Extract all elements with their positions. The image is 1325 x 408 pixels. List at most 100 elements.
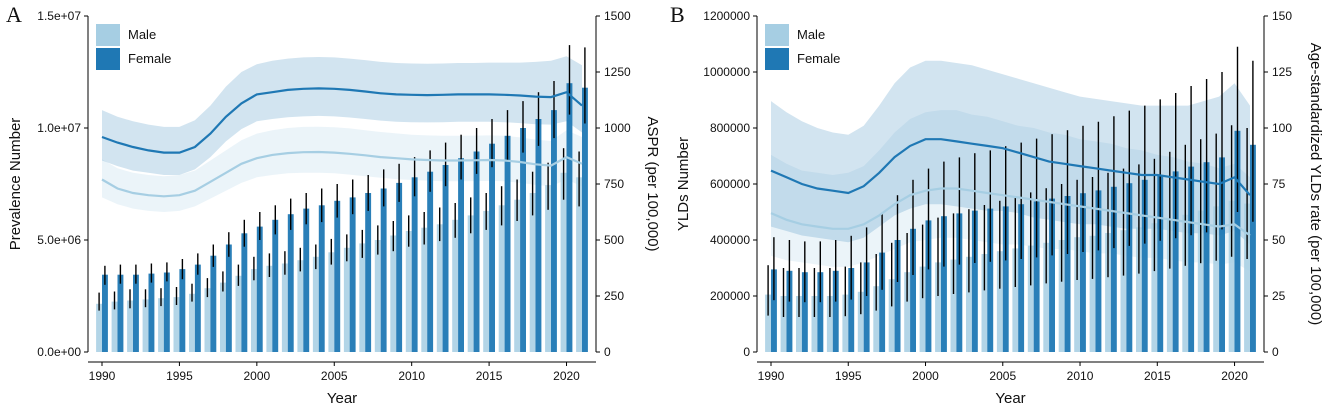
rate-band-male — [102, 126, 582, 212]
x-tick-label: 1995 — [166, 369, 193, 383]
bar-female-2001 — [272, 219, 279, 352]
bar-male-2007 — [359, 243, 366, 352]
bar-male-2005 — [328, 252, 335, 352]
bar-male-2007 — [1027, 245, 1034, 352]
bar-female-2004 — [987, 208, 994, 352]
y-tick-label-left: 5.0e+06 — [37, 233, 81, 247]
bar-male-2004 — [981, 254, 988, 352]
bar-female-2019 — [551, 110, 557, 352]
legend-label-female: Female — [128, 51, 171, 66]
bar-female-2005 — [1002, 206, 1009, 352]
bar-male-2014 — [467, 215, 474, 352]
bar-female-2015 — [489, 143, 495, 352]
bar-male-1993 — [811, 296, 818, 352]
bar-female-1992 — [801, 272, 808, 352]
legend-swatch-female — [765, 48, 789, 70]
bar-male-2006 — [343, 247, 350, 352]
bar-female-2007 — [1033, 201, 1040, 352]
bar-male-1996 — [189, 293, 195, 352]
bar-male-2006 — [1012, 248, 1019, 352]
x-tick-label: 2015 — [476, 369, 503, 383]
bar-female-2017 — [1188, 166, 1195, 352]
y-tick-label-right: 75 — [1272, 177, 1286, 191]
bar-male-1998 — [888, 279, 895, 352]
bar-male-2005 — [996, 251, 1003, 352]
bar-female-1998 — [894, 240, 901, 352]
legend-swatch-male — [765, 24, 789, 46]
bar-female-2012 — [1110, 186, 1117, 352]
bar-female-2021 — [582, 87, 588, 352]
bar-male-1994 — [158, 298, 164, 352]
bar-female-2003 — [303, 208, 310, 352]
bar-male-2001 — [935, 262, 941, 352]
rate-line-female — [770, 138, 1251, 196]
y-axis-title-left: Prevalence Number — [7, 118, 24, 251]
bar-female-2021 — [1250, 144, 1256, 352]
x-tick-label: 2005 — [989, 369, 1016, 383]
bar-male-1996 — [857, 291, 864, 352]
bar-female-2002 — [956, 213, 963, 352]
bar-female-1993 — [817, 272, 824, 352]
bar-female-2016 — [504, 135, 511, 352]
legend-label-male: Male — [797, 27, 825, 42]
bar-female-2007 — [365, 193, 372, 352]
bar-male-2021 — [1244, 203, 1250, 352]
bar-male-2013 — [1120, 230, 1127, 352]
y-axis-title-right: Age-standardized YLDs rate (per 100,000) — [1307, 43, 1324, 325]
x-tick-label: 2000 — [243, 369, 270, 383]
x-tick-label: 2020 — [553, 369, 580, 383]
bar-female-2008 — [380, 188, 387, 352]
bar-male-2010 — [405, 231, 412, 352]
y-tick-label-left: 200000 — [710, 289, 750, 303]
bar-female-1990 — [771, 269, 777, 352]
bar-female-1996 — [863, 262, 870, 352]
bar-male-1997 — [204, 288, 211, 352]
bar-male-1998 — [220, 282, 226, 352]
y-tick-label-right: 1500 — [604, 9, 631, 23]
bar-male-2002 — [281, 263, 288, 352]
bar-female-2018 — [535, 119, 542, 352]
bar-female-1992 — [133, 274, 139, 352]
bar-male-2009 — [1058, 240, 1065, 352]
bar-male-2000 — [251, 269, 257, 352]
y-tick-label-right: 0 — [1272, 345, 1279, 359]
bar-female-1995 — [179, 269, 186, 352]
bar-male-2016 — [1166, 219, 1173, 352]
x-tick-label: 2010 — [398, 369, 425, 383]
y-tick-label-right: 0 — [604, 345, 611, 359]
y-tick-label-right: 100 — [1272, 121, 1292, 135]
x-tick-label: 2005 — [321, 369, 348, 383]
bar-male-2013 — [452, 219, 459, 352]
bar-male-2001 — [266, 265, 273, 352]
bar-male-2002 — [950, 259, 957, 352]
bar-female-1999 — [241, 233, 248, 352]
bar-male-2000 — [919, 266, 926, 352]
bar-female-1991 — [786, 270, 793, 352]
bar-female-1990 — [102, 274, 108, 352]
bar-male-1995 — [173, 297, 180, 352]
x-tick-label: 1995 — [835, 369, 862, 383]
y-tick-label-right: 50 — [1272, 233, 1286, 247]
y-tick-label-right: 1250 — [604, 65, 631, 79]
y-tick-label-left: 0 — [743, 345, 750, 359]
y-tick-label-left: 1.0e+07 — [37, 121, 81, 135]
bar-female-2001 — [941, 216, 947, 352]
bar-male-2019 — [1213, 206, 1220, 352]
y-tick-label-right: 500 — [604, 233, 624, 247]
panel-b: 0 200000 400000 600000 800000 1000000 1200000 0… — [670, 2, 1324, 407]
bar-female-2016 — [1172, 171, 1179, 352]
bar-male-1999 — [235, 275, 242, 352]
bar-male-2020 — [1228, 200, 1235, 352]
y-tick-label-right: 25 — [1272, 289, 1286, 303]
y-tick-label-left: 1000000 — [703, 65, 750, 79]
bar-female-2000 — [925, 220, 932, 352]
bar-male-2003 — [966, 256, 972, 352]
bar-female-2012 — [442, 165, 449, 352]
bar-male-1999 — [904, 272, 911, 352]
legend-swatch-female — [96, 48, 120, 70]
bar-male-2019 — [545, 185, 551, 352]
rate-band-female — [102, 56, 582, 175]
bar-male-2008 — [1043, 242, 1050, 352]
bar-male-1991 — [111, 301, 118, 352]
